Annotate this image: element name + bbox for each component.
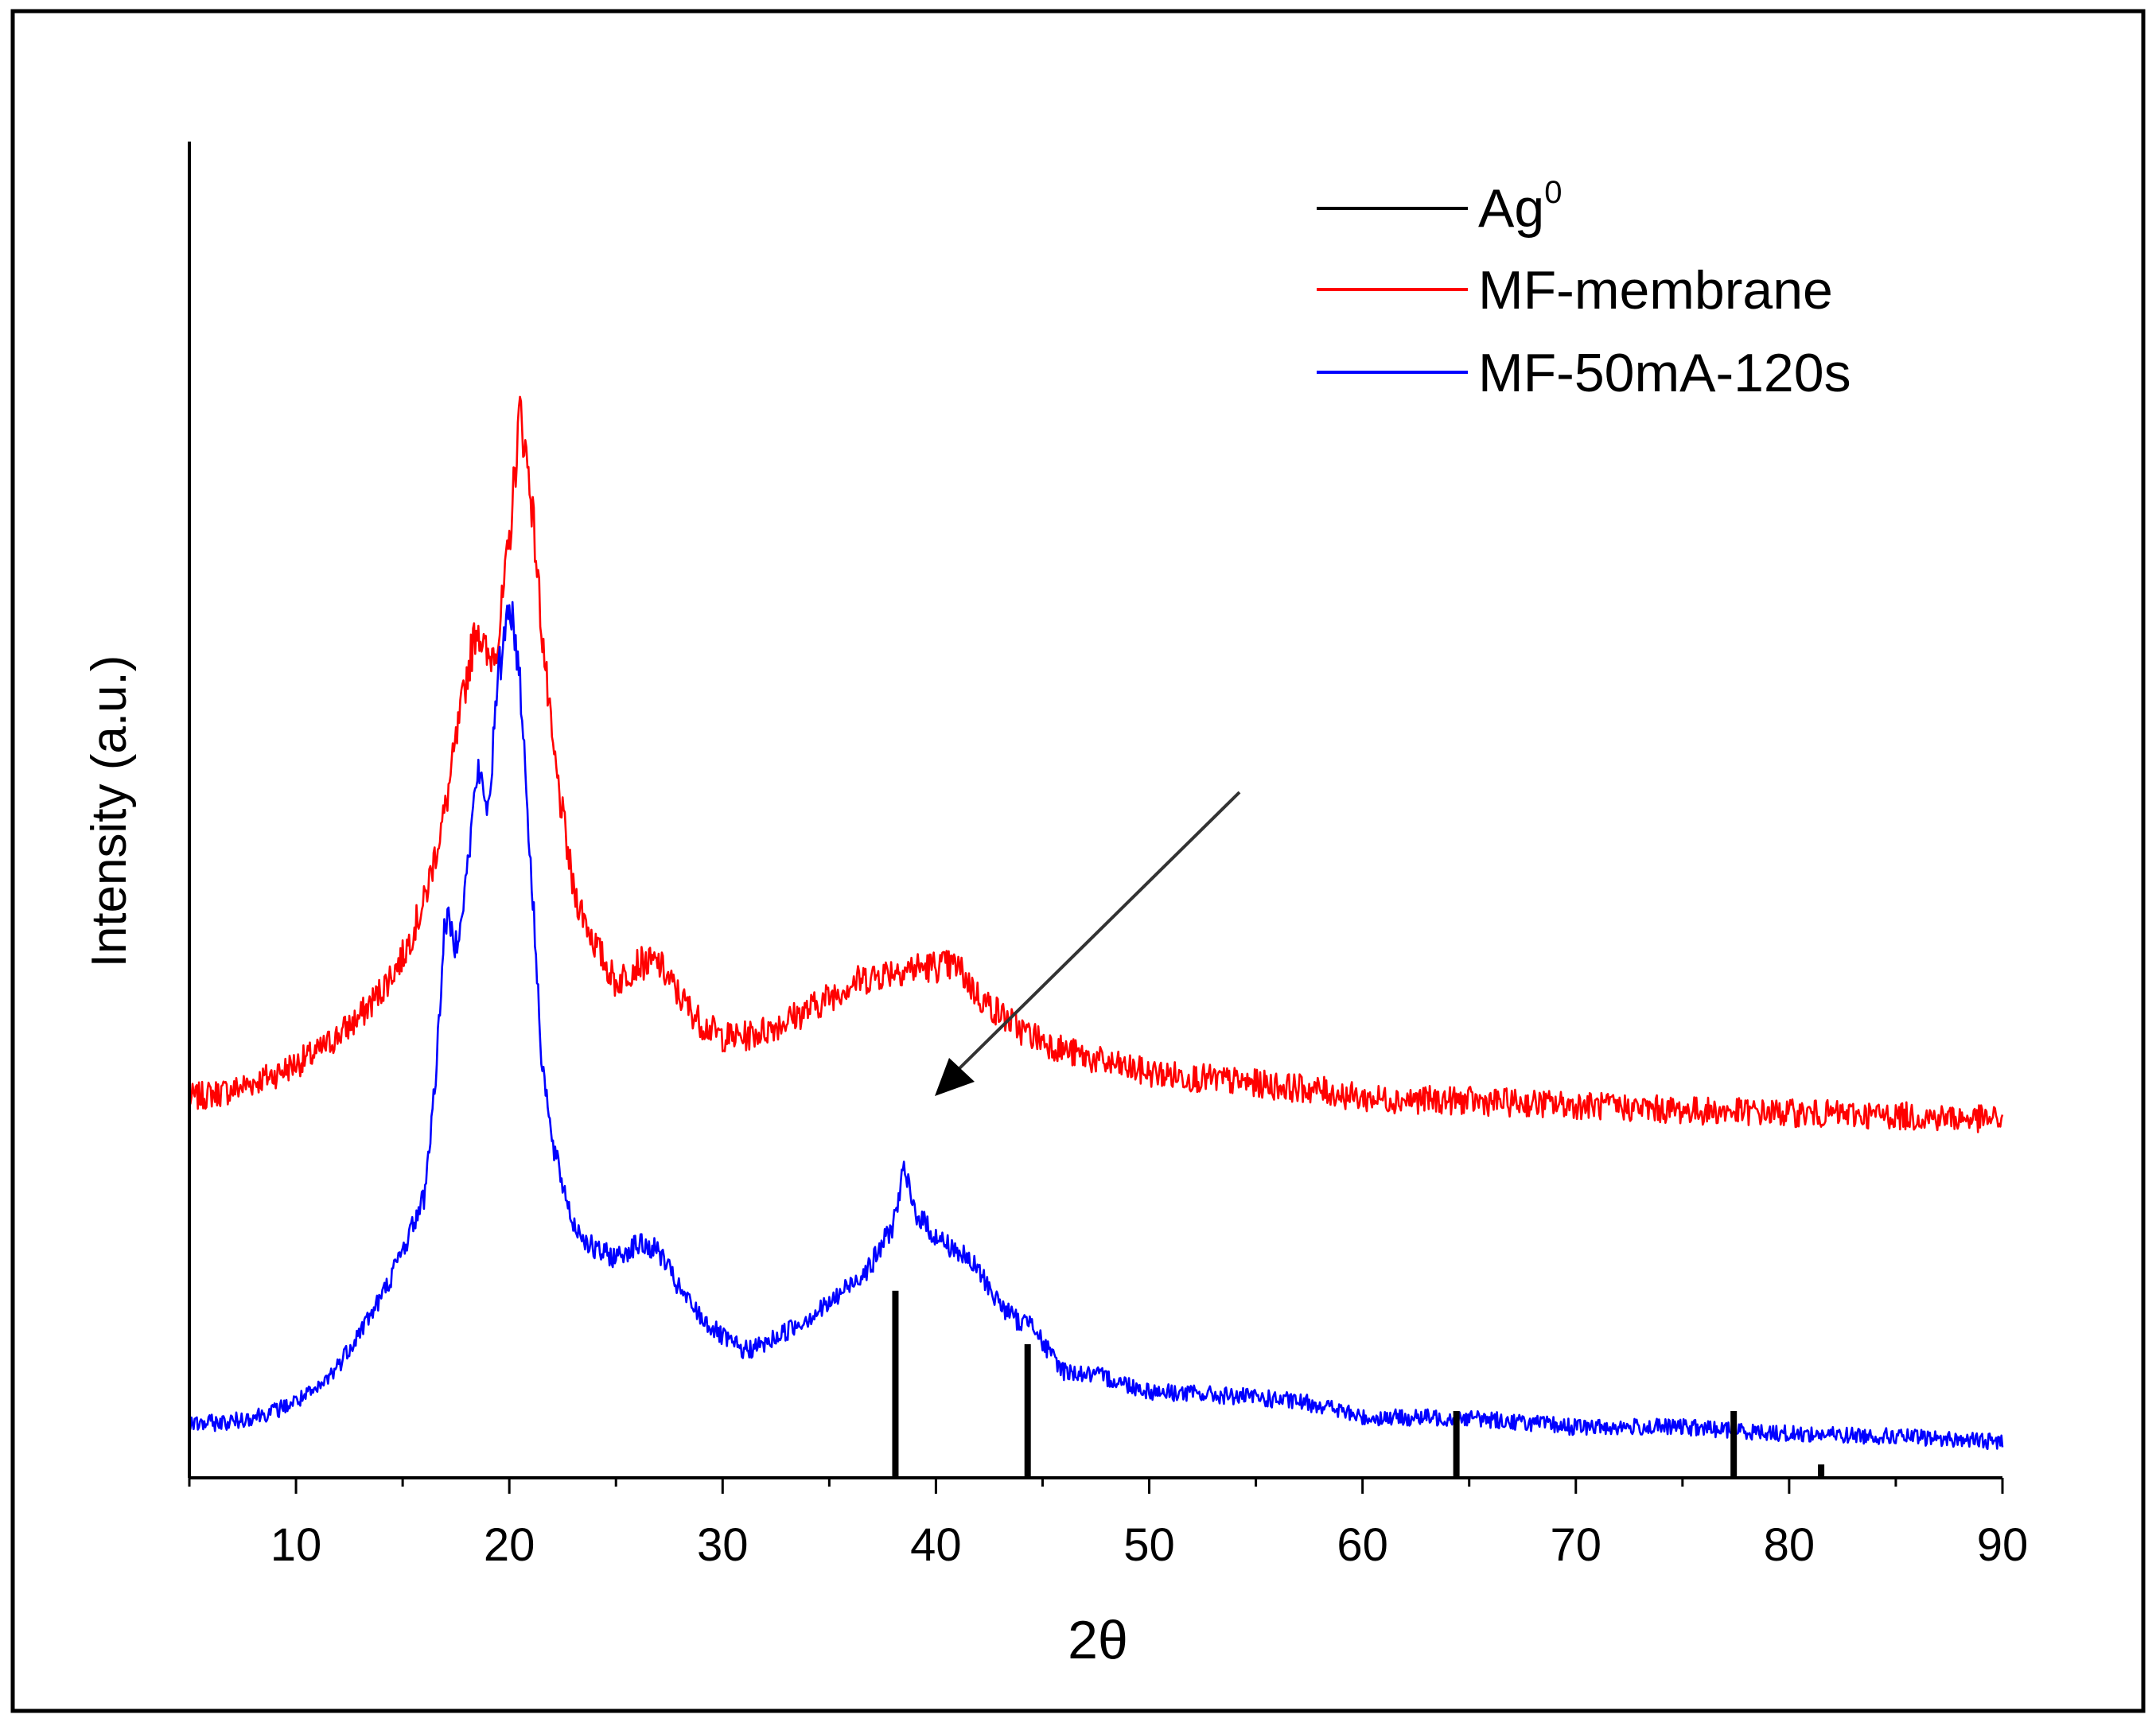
legend-label-ag: Ag0 [1478,175,1562,239]
y-axis-label: Intensity (a.u.) [82,655,137,968]
legend: Ag0 MF-membrane MF-50mA-120s [1317,175,1851,403]
ag-reference-peak-4 [1818,1464,1825,1478]
legend-label-mf-50ma-120s: MF-50mA-120s [1478,343,1851,403]
legend-item-ag: Ag0 [1317,175,1562,239]
series-line-mf-membrane [188,395,2004,1133]
x-tick-label-80: 80 [1764,1519,1815,1571]
x-tick-label-10: 10 [270,1519,322,1571]
reference-sticks [892,1290,1825,1478]
legend-ag-name: Ag [1478,178,1544,239]
ag-reference-peak-3 [1730,1411,1738,1478]
x-tick-label-30: 30 [697,1519,749,1571]
x-ticks: 10 20 30 40 50 60 70 80 90 [188,1478,2029,1571]
annotation-arrow [935,791,1241,1096]
x-tick-label-40: 40 [910,1519,962,1571]
legend-ag-superscript: 0 [1544,175,1562,210]
x-tick-label-70: 70 [1551,1519,1602,1571]
x-axis-label: 2θ [1068,1610,1128,1670]
x-tick-label-50: 50 [1123,1519,1175,1571]
legend-label-mf-membrane: MF-membrane [1478,260,1833,321]
legend-item-mf-membrane: MF-membrane [1317,260,1833,321]
arrow-shaft [951,791,1241,1077]
legend-item-mf-50ma-120s: MF-50mA-120s [1317,343,1851,403]
outer-border [10,9,2146,1713]
ag-reference-peak-1 [1024,1344,1031,1478]
series-lines [188,395,2004,1451]
ag-reference-peak-2 [1453,1411,1460,1478]
ag-reference-peak-0 [892,1290,899,1478]
arrow-head [935,1058,975,1096]
x-tick-label-90: 90 [1977,1519,2029,1571]
x-tick-label-20: 20 [484,1519,535,1571]
series-line-mf-50ma-120s [188,601,2004,1451]
x-tick-label-60: 60 [1337,1519,1388,1571]
